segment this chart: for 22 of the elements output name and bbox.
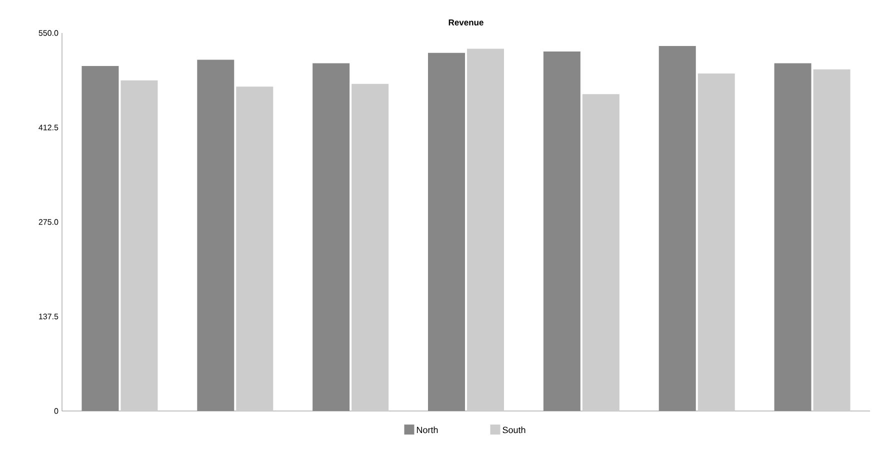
y-tick-label: 412.5 xyxy=(38,124,58,130)
bar xyxy=(82,66,119,411)
chart-title: Revenue xyxy=(448,20,484,26)
y-tick-label: 275.0 xyxy=(38,219,58,225)
bar xyxy=(774,63,812,411)
y-tick-label: 550.0 xyxy=(38,30,58,36)
bar xyxy=(197,60,234,411)
bar xyxy=(236,86,274,411)
bar xyxy=(428,52,465,411)
bar xyxy=(582,94,620,411)
bar xyxy=(120,80,158,411)
bar xyxy=(312,63,350,411)
legend-label: South xyxy=(502,426,526,434)
bar xyxy=(467,48,504,411)
y-tick-label: 137.5 xyxy=(39,314,58,320)
bar xyxy=(658,46,696,411)
bar xyxy=(698,74,735,411)
legend-label: North xyxy=(416,426,438,434)
bar xyxy=(543,52,580,411)
y-tick-label: 0 xyxy=(54,408,58,414)
bar xyxy=(352,84,389,411)
bar xyxy=(813,69,850,411)
